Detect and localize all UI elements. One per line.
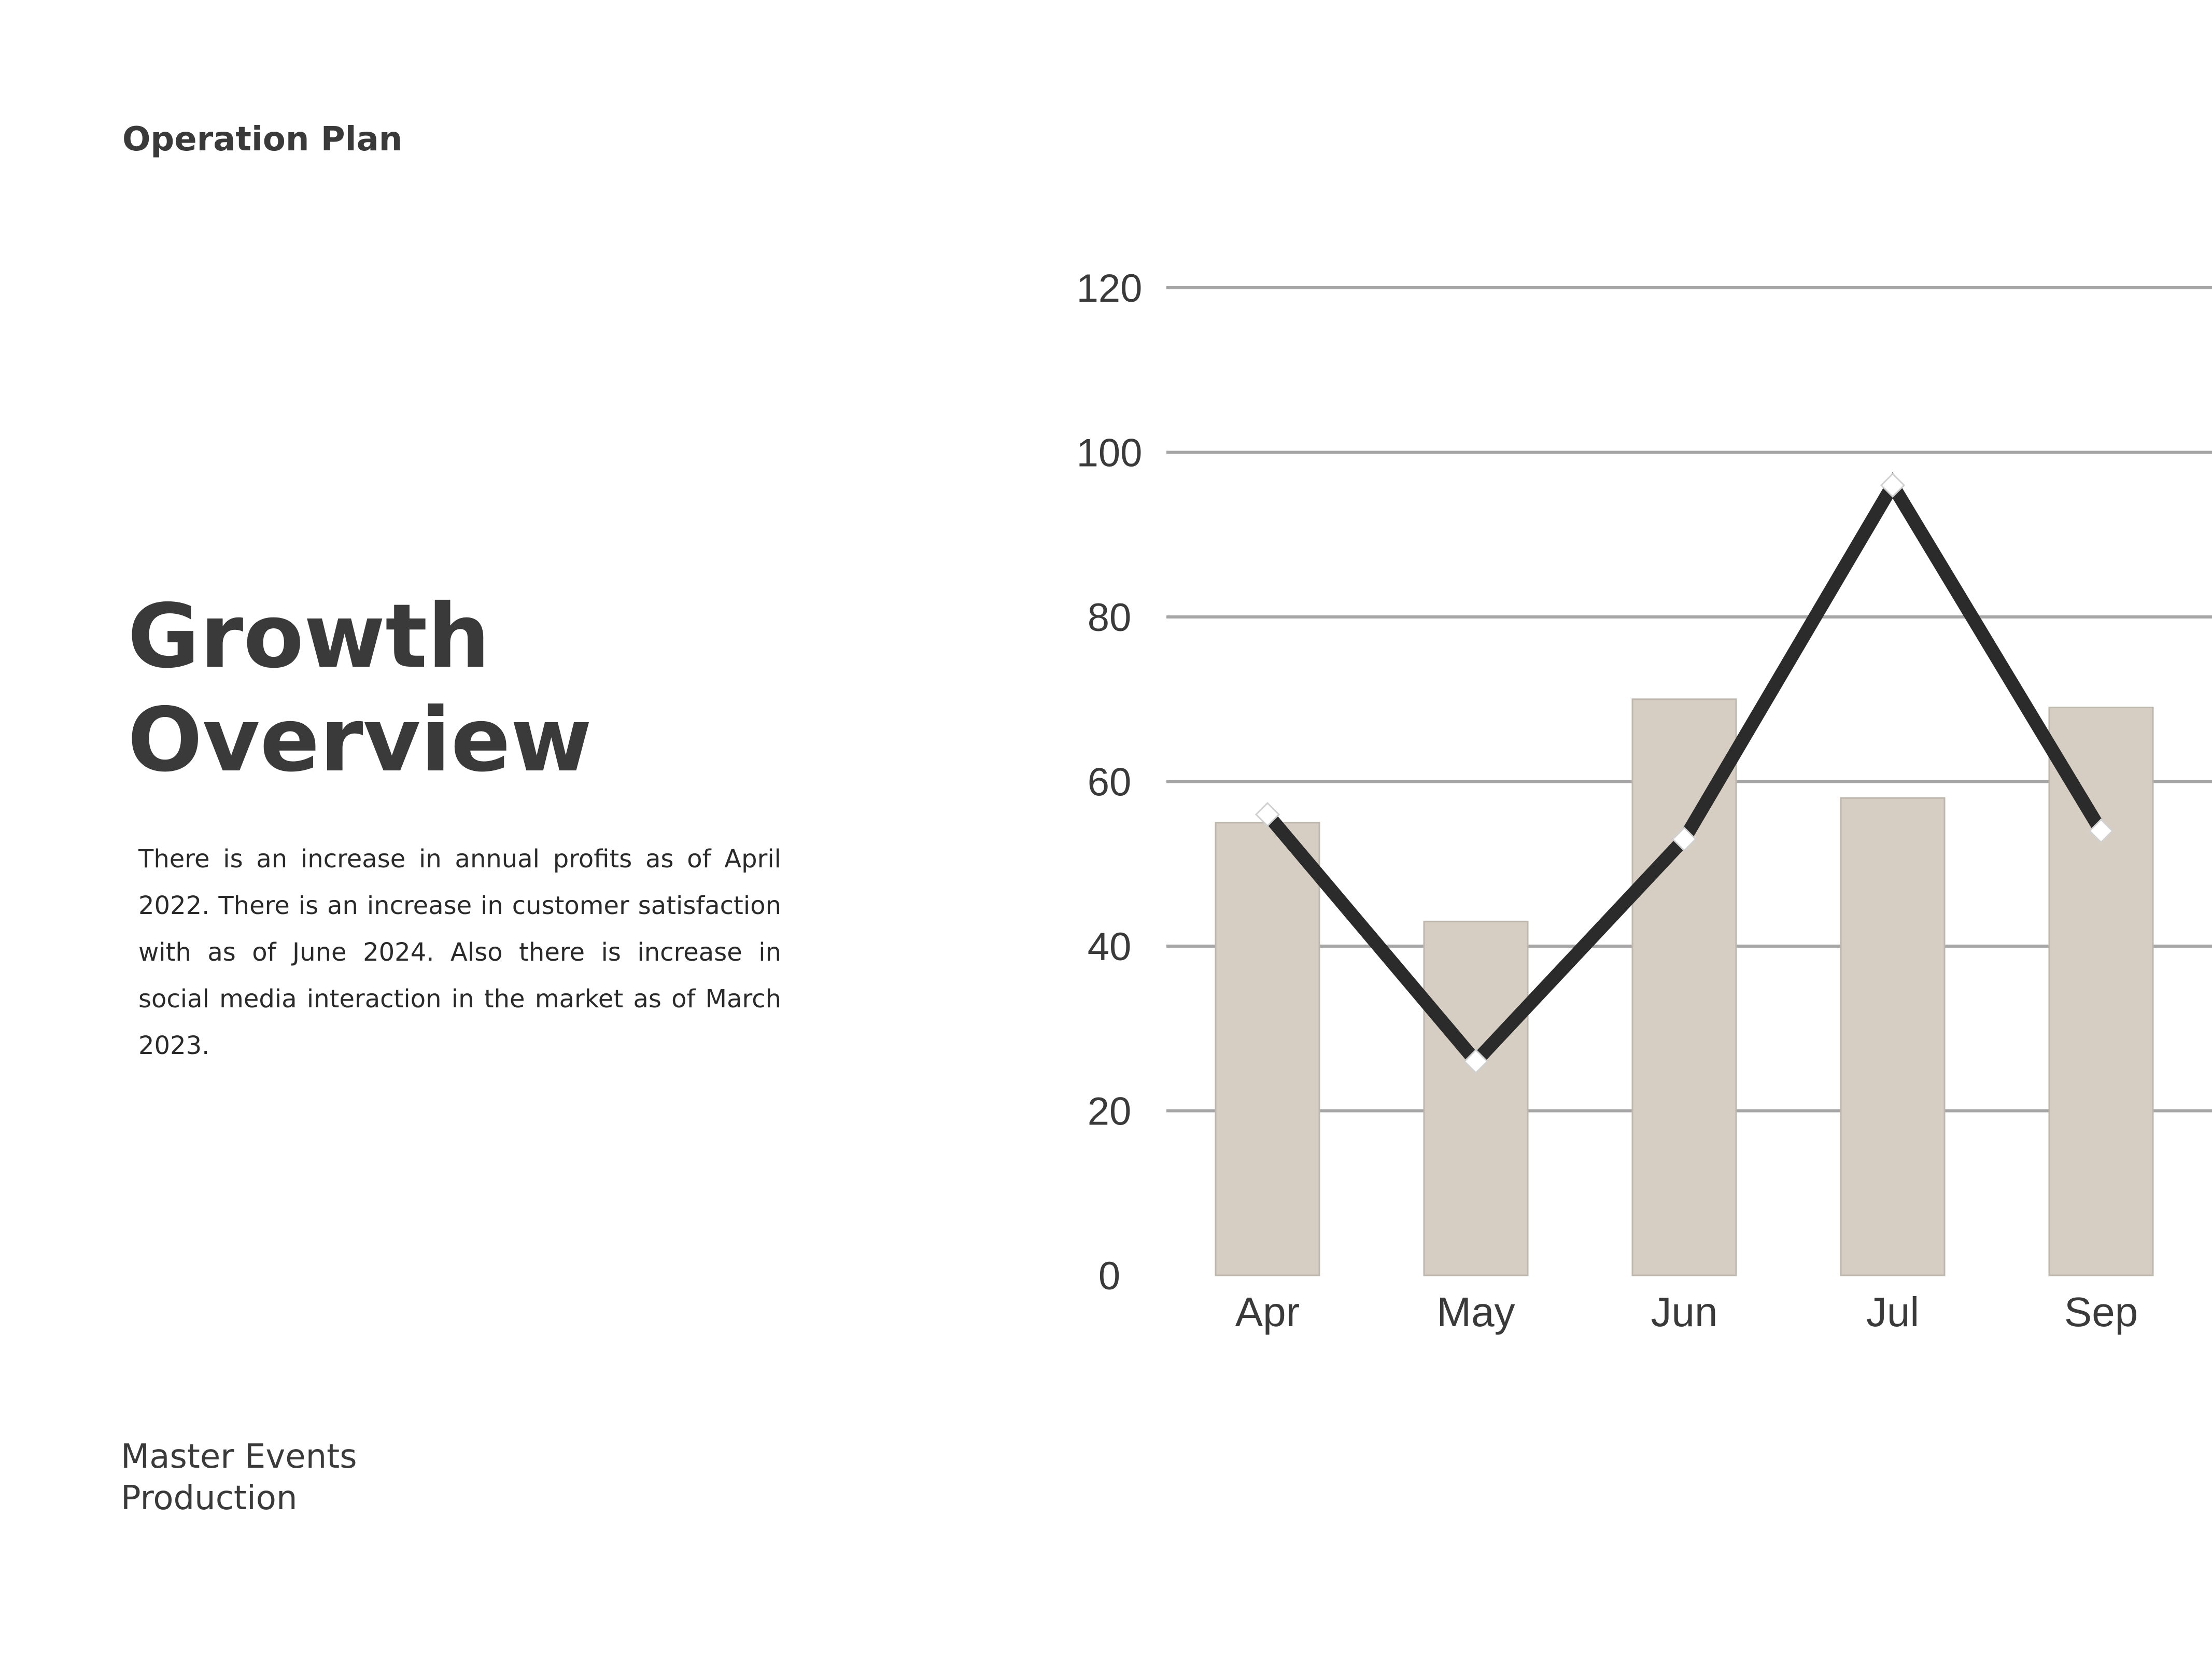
x-tick-label-jun: Jun [1651,1289,1718,1335]
y-tick-label: 40 [1088,925,1132,969]
footer-line-2: Production [121,1479,298,1517]
footer-company-name: Master Events Production [121,1436,357,1519]
header-label: Operation Plan [122,120,403,159]
x-tick-label-apr: Apr [1235,1289,1300,1335]
footer-line-1: Master Events [121,1438,357,1476]
y-tick-label: 60 [1088,761,1132,805]
bar-jul [1840,797,1946,1276]
y-tick-label: 100 [1077,431,1143,475]
bar-apr [1215,822,1320,1276]
y-tick-label: 120 [1077,266,1143,311]
page-title-line-2: Overview [128,689,592,792]
chart-bars [1215,698,2154,1276]
bar-jun [1631,698,1737,1276]
page-title-line-1: Growth [128,585,490,688]
line-point-jun [1671,826,1697,852]
bar-sep [2048,707,2154,1276]
line-point-may [1463,1049,1489,1074]
line-point-apr [1255,802,1280,827]
x-tick-label-may: May [1436,1289,1515,1335]
x-tick-label-jul: Jul [1866,1289,1919,1335]
y-tick-label: 20 [1088,1090,1132,1134]
line-point-jul [1880,472,1906,498]
chart-x-axis: Apr May Jun Jul Sep [1235,1289,2138,1335]
description-text: There is an increase in annual profits a… [138,845,781,1060]
line-point-sep [2088,818,2114,843]
x-tick-label-sep: Sep [2064,1289,2138,1335]
bar-may [1423,920,1529,1276]
chart-y-axis: 0 20 40 60 80 100 120 [1077,266,1143,1298]
y-tick-label: 80 [1088,596,1132,640]
chart-line-markers [1255,472,2114,1074]
page-title: Growth Overview [128,585,592,792]
y-tick-label: 0 [1098,1254,1120,1298]
